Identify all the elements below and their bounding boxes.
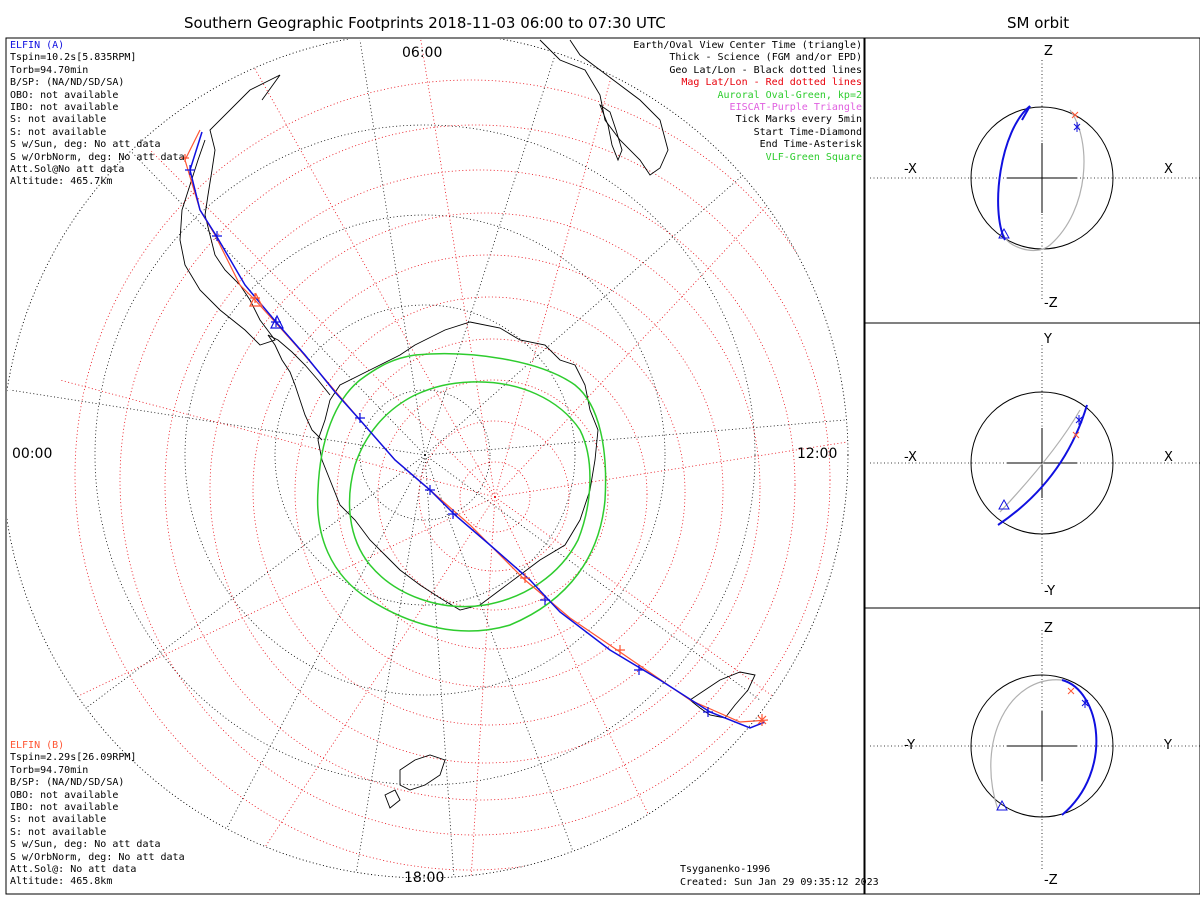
tick-mark	[212, 231, 222, 241]
panel3-left-label: -Y	[904, 738, 916, 753]
sat-b-line: IBO: not available	[10, 802, 119, 814]
polar-map	[7, 39, 849, 879]
tick-mark	[355, 413, 365, 423]
panel2-right-label: X	[1164, 450, 1173, 465]
sat-a-line: S w/Sun, deg: No att data	[10, 139, 161, 151]
hour-label-top: 06:00	[402, 45, 443, 61]
legend-item: End Time-Asterisk	[759, 139, 862, 151]
footprint-track-elfin-b	[184, 129, 769, 723]
sat-b-line: Torb=94.70min	[10, 764, 89, 776]
tick-mark	[448, 509, 458, 519]
panel3-bottom-label: -Z	[1044, 873, 1058, 888]
map-frame	[5, 37, 865, 895]
legend-item: Auroral Oval-Green, kp=2	[717, 89, 863, 101]
sat-a-line: Att.Sol@No att data	[10, 164, 125, 176]
sat-b-line: OBO: not available	[10, 789, 119, 801]
sat-a-line: B/SP: (NA/ND/SD/SA)	[10, 77, 125, 89]
orbit-frame	[864, 37, 1200, 895]
hour-label-left: 00:00	[12, 446, 53, 462]
coastline-africa	[539, 39, 669, 176]
sat-b-line: Altitude: 465.8km	[10, 876, 113, 888]
figure-title: Southern Geographic Footprints 2018-11-0…	[184, 14, 666, 32]
tick-marks-5min	[185, 165, 713, 717]
sat-b-line: S w/Sun, deg: No att data	[10, 839, 161, 851]
coastline-south-america	[179, 74, 281, 346]
tick-mark	[185, 165, 195, 175]
tick-mark	[634, 665, 644, 675]
panel1-bottom-label: -Z	[1044, 296, 1058, 311]
sat-a-line: S w/OrbNorm, deg: No att data	[10, 151, 185, 163]
legend-item: VLF-Green Square	[765, 151, 862, 163]
panel3-top-label: Z	[1044, 621, 1053, 636]
footprint-track-elfin-a	[189, 131, 766, 729]
sat-a-line: Tspin=10.2s[5.835RPM]	[10, 52, 137, 64]
coastline-antarctic-peninsula	[267, 334, 331, 441]
orbit-title: SM orbit	[1007, 14, 1070, 32]
legend: Earth/Oval View Center Time (triangle) T…	[633, 40, 862, 164]
tick-mark	[425, 485, 435, 495]
coastline-new-zealand	[384, 754, 446, 809]
map-horizon	[7, 39, 849, 879]
sat-b-line: Tspin=2.29s[26.09RPM]	[10, 752, 137, 764]
panel2-left-label: -X	[904, 450, 917, 465]
panel1-left-label: -X	[904, 162, 917, 177]
legend-item: Geo Lat/Lon - Black dotted lines	[669, 64, 862, 76]
orbit-panel-xz	[870, 60, 1200, 300]
sat-b-name: ELFIN (B)	[10, 740, 65, 751]
hour-label-right: 12:00	[797, 446, 838, 462]
orbit-panel-xy	[870, 345, 1200, 585]
auroral-oval	[316, 353, 607, 632]
end-asterisk	[757, 714, 767, 726]
created-label: Created: Sun Jan 29 09:35:12 2023	[680, 877, 879, 888]
sat-a-info: ELFIN (A) Tspin=10.2s[5.835RPM] Torb=94.…	[10, 40, 185, 189]
orbit-panel-yz	[870, 630, 1200, 870]
footprint-tracks	[181, 129, 769, 729]
sat-a-name: ELFIN (A)	[10, 40, 65, 51]
sat-a-line: IBO: not available	[10, 102, 119, 114]
sm-orbit-panels	[870, 60, 1200, 870]
legend-item: Earth/Oval View Center Time (triangle)	[633, 40, 862, 51]
coastline-antarctica	[317, 321, 599, 611]
legend-item: Start Time-Diamond	[753, 126, 862, 138]
legend-item: Mag Lat/Lon - Red dotted lines	[681, 77, 862, 89]
sat-a-line: OBO: not available	[10, 89, 119, 101]
legend-item: EISCAT-Purple Triangle	[729, 102, 862, 114]
view-center-triangle-b	[249, 292, 263, 307]
hour-label-bottom: 18:00	[404, 870, 445, 886]
sat-a-line: Torb=94.70min	[10, 64, 89, 76]
sat-a-line: S: not available	[10, 114, 107, 126]
view-center-triangle-a	[270, 314, 284, 329]
auroral-oval-inner	[348, 381, 591, 608]
tick-marks-elfin-b	[181, 154, 625, 655]
panel1-top-label: Z	[1044, 44, 1053, 59]
tick-mark-b	[181, 154, 189, 162]
sat-b-line: B/SP: (NA/ND/SD/SA)	[10, 777, 125, 789]
panel2-bottom-label: -Y	[1044, 584, 1056, 599]
sat-b-line: S w/OrbNorm, deg: No att data	[10, 851, 185, 863]
sat-a-line: Altitude: 465.7km	[10, 176, 113, 188]
tick-mark	[540, 595, 550, 605]
panel1-right-label: X	[1164, 162, 1173, 177]
coastline-madagascar	[599, 103, 623, 162]
sat-b-line: Att.Sol@: No att data	[10, 864, 137, 876]
mag-latlon-grid	[59, 39, 848, 878]
panel2-top-label: Y	[1044, 332, 1052, 347]
tick-mark-b	[520, 573, 530, 583]
sat-b-info: ELFIN (B) Tspin=2.29s[26.09RPM] Torb=94.…	[10, 740, 185, 889]
sat-a-line: S: not available	[10, 126, 107, 138]
model-label: Tsyganenko-1996	[680, 864, 771, 875]
tick-mark	[703, 707, 713, 717]
legend-item: Tick Marks every 5min	[735, 114, 862, 126]
sat-b-line: S: not available	[10, 826, 107, 838]
tick-mark-b	[615, 645, 625, 655]
legend-item: Thick - Science (FGM and/or EPD)	[669, 52, 862, 64]
sat-b-line: S: not available	[10, 814, 107, 826]
panel3-right-label: Y	[1164, 738, 1172, 753]
auroral-oval-outer	[316, 353, 607, 632]
coastline-australia	[689, 671, 756, 719]
